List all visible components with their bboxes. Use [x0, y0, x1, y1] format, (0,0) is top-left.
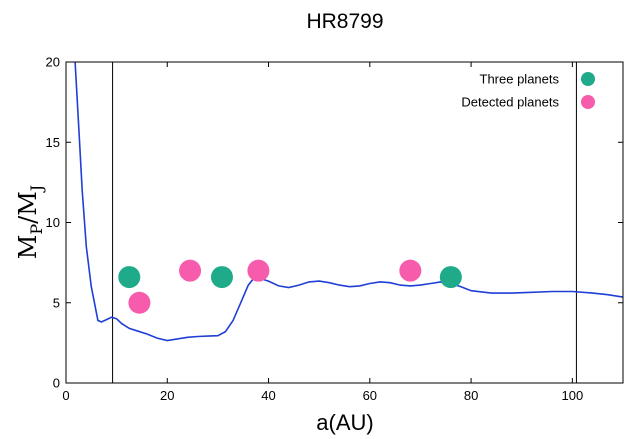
x-tick-label-60: 60 [363, 388, 377, 403]
detected-planets-point-0 [128, 291, 151, 314]
legend: Three planets Detected planets [461, 72, 595, 110]
x-tick-label-40: 40 [261, 388, 275, 403]
y-tick-label-20: 20 [46, 55, 60, 70]
detected-planets-point-1 [179, 259, 202, 282]
y-axis-label: MP/MJ [14, 185, 46, 259]
y-axis-ticks: 0 5 10 15 20 [46, 55, 623, 391]
stability-curve [74, 62, 623, 342]
x-axis-label: a(AU) [316, 410, 373, 435]
y-tick-label-5: 5 [53, 295, 60, 310]
detected-planets-point-3 [399, 259, 422, 282]
three-planets-point-0 [118, 266, 141, 289]
y-axis-label-sub2: J [27, 185, 46, 193]
y-axis-label-sep: /M [14, 191, 42, 224]
vertical-lines [112, 62, 577, 383]
y-tick-label-10: 10 [46, 215, 60, 230]
chart-title: HR8799 [306, 10, 383, 33]
x-tick-label-80: 80 [464, 388, 478, 403]
legend-label-0: Three planets [480, 72, 560, 87]
x-tick-label-20: 20 [160, 388, 174, 403]
x-tick-label-100: 100 [562, 388, 584, 403]
y-tick-label-15: 15 [46, 135, 60, 150]
x-axis-ticks: 0 20 40 60 80 100 [62, 62, 583, 403]
y-axis-label-main: M [14, 235, 42, 260]
x-tick-label-0: 0 [62, 388, 69, 403]
legend-marker-0 [581, 72, 595, 86]
three-planets-point-2 [439, 266, 462, 289]
y-tick-label-0: 0 [53, 376, 60, 391]
legend-label-1: Detected planets [461, 95, 559, 110]
planet-markers [118, 259, 462, 314]
plot-area: 0 20 40 60 80 100 0 5 10 15 20 Three planets Detec… [46, 55, 624, 403]
detected-planets-point-2 [247, 259, 270, 282]
three-planets-point-1 [210, 266, 233, 289]
legend-marker-1 [581, 95, 595, 109]
y-axis-label-sub1: P [27, 224, 46, 235]
